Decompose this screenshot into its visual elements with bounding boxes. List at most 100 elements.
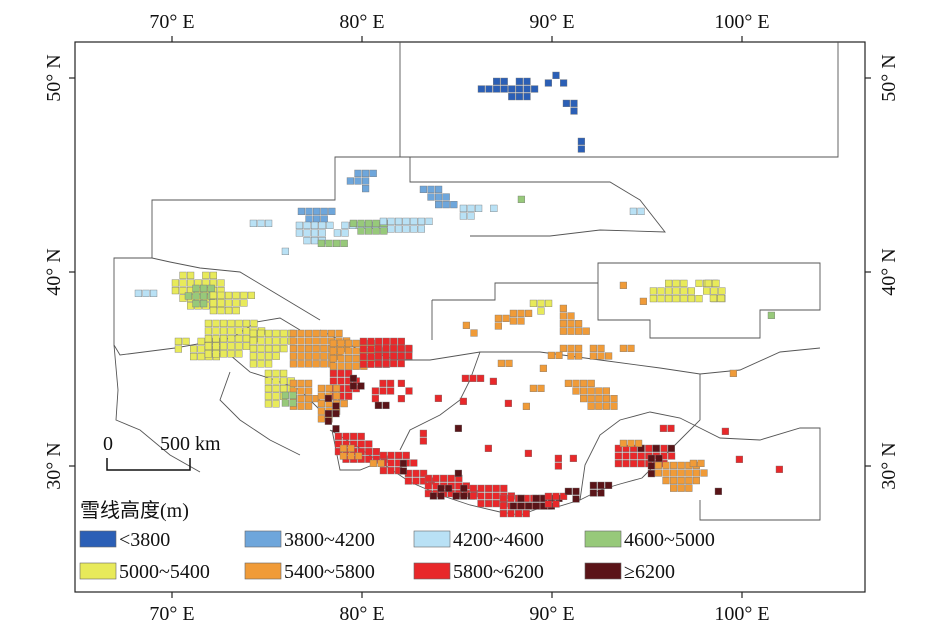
grid-cell <box>242 319 251 328</box>
scale-bar-zero: 0 <box>103 433 113 455</box>
grid-cell <box>459 397 468 406</box>
grid-cell <box>484 444 493 453</box>
grid-cell <box>207 284 215 293</box>
grid-cell <box>312 337 320 345</box>
grid-cell <box>186 279 195 287</box>
grid-cell <box>597 489 605 497</box>
grid-cell <box>235 335 243 343</box>
legend-label-4600-5000: 4600~5000 <box>624 529 715 551</box>
grid-cell <box>272 377 280 385</box>
grid-cell <box>357 382 365 390</box>
grid-cell <box>367 337 375 346</box>
grid-cell <box>405 352 413 360</box>
grid-cell <box>357 227 365 235</box>
grid-cell <box>509 317 518 325</box>
grid-cell <box>328 207 336 216</box>
grid-cell <box>339 444 348 453</box>
grid-cell <box>340 239 348 248</box>
grid-cell <box>280 369 288 378</box>
grid-cell <box>240 299 248 307</box>
grid-cell <box>352 347 360 355</box>
grid-cell <box>665 279 673 288</box>
grid-cell <box>365 455 373 463</box>
grid-cell <box>318 221 326 230</box>
grid-cell <box>227 319 235 328</box>
scale-bar: 0 500 km <box>103 433 221 471</box>
grid-cell <box>697 459 705 468</box>
grid-cell <box>532 502 540 510</box>
grid-cell <box>249 219 258 228</box>
grid-cell <box>247 291 256 300</box>
grid-cell <box>325 384 333 393</box>
grid-cell <box>382 337 390 346</box>
grid-cell <box>559 327 568 335</box>
grid-cell <box>629 207 638 216</box>
grid-cell <box>619 439 628 448</box>
grid-cell <box>305 215 313 223</box>
grid-cell <box>767 311 776 320</box>
grid-cell <box>614 444 623 453</box>
grid-cell <box>492 500 500 508</box>
grid-cell <box>435 193 443 201</box>
grid-cell <box>582 327 590 335</box>
grid-cell <box>529 299 538 308</box>
grid-cell <box>477 500 485 508</box>
grid-cell <box>614 452 623 460</box>
grid-cell <box>687 287 696 295</box>
grid-cell <box>692 469 701 477</box>
grid-cell <box>637 452 645 460</box>
grid-cell <box>297 395 305 403</box>
grid-cell <box>493 77 501 86</box>
grid-cell <box>305 352 313 360</box>
grid-cell <box>735 455 744 464</box>
grid-cell <box>374 360 383 368</box>
grid-cell <box>149 289 158 298</box>
grid-cell <box>179 287 187 295</box>
lon-tick-top-90: 90° E <box>529 11 574 33</box>
grid-cell <box>192 284 200 293</box>
grid-cell <box>630 452 638 460</box>
grid-cell <box>297 402 305 410</box>
grid-cell <box>352 355 360 363</box>
grid-cell <box>459 212 468 220</box>
grid-cell <box>517 195 526 204</box>
grid-cell <box>317 392 326 400</box>
grid-cell <box>362 177 370 185</box>
grid-cell <box>329 355 338 363</box>
grid-cell <box>325 239 333 248</box>
grid-cell <box>419 437 428 445</box>
grid-cell <box>470 329 478 337</box>
grid-cell <box>289 379 298 388</box>
grid-cell <box>559 304 568 313</box>
grid-cell <box>397 395 406 403</box>
grid-cell <box>365 219 373 228</box>
grid-cell <box>264 377 273 385</box>
grid-cell <box>189 353 198 361</box>
grid-cell <box>212 350 220 358</box>
grid-cell <box>264 392 273 400</box>
grid-cell <box>402 225 410 233</box>
grid-cell <box>189 345 198 353</box>
grid-cell <box>410 225 418 233</box>
grid-cell <box>265 352 273 360</box>
grid-cell <box>467 204 475 213</box>
grid-cell <box>489 377 498 386</box>
grid-cell <box>359 360 368 368</box>
grid-cell <box>317 384 326 393</box>
grid-cell <box>280 337 288 345</box>
grid-cell <box>318 229 326 237</box>
grid-cell <box>382 344 390 353</box>
grid-cell <box>326 221 334 230</box>
grid-cell <box>329 339 338 348</box>
grid-cell <box>564 487 573 496</box>
grid-cell <box>350 432 358 441</box>
grid-cell <box>303 236 311 245</box>
grid-cell <box>305 345 313 353</box>
grid-cell <box>367 345 375 353</box>
grid-cell <box>559 312 568 320</box>
grid-cell <box>320 360 328 368</box>
grid-cell <box>235 342 243 350</box>
grid-cell <box>437 492 445 500</box>
grid-cell <box>589 481 598 490</box>
grid-cell <box>365 440 373 448</box>
